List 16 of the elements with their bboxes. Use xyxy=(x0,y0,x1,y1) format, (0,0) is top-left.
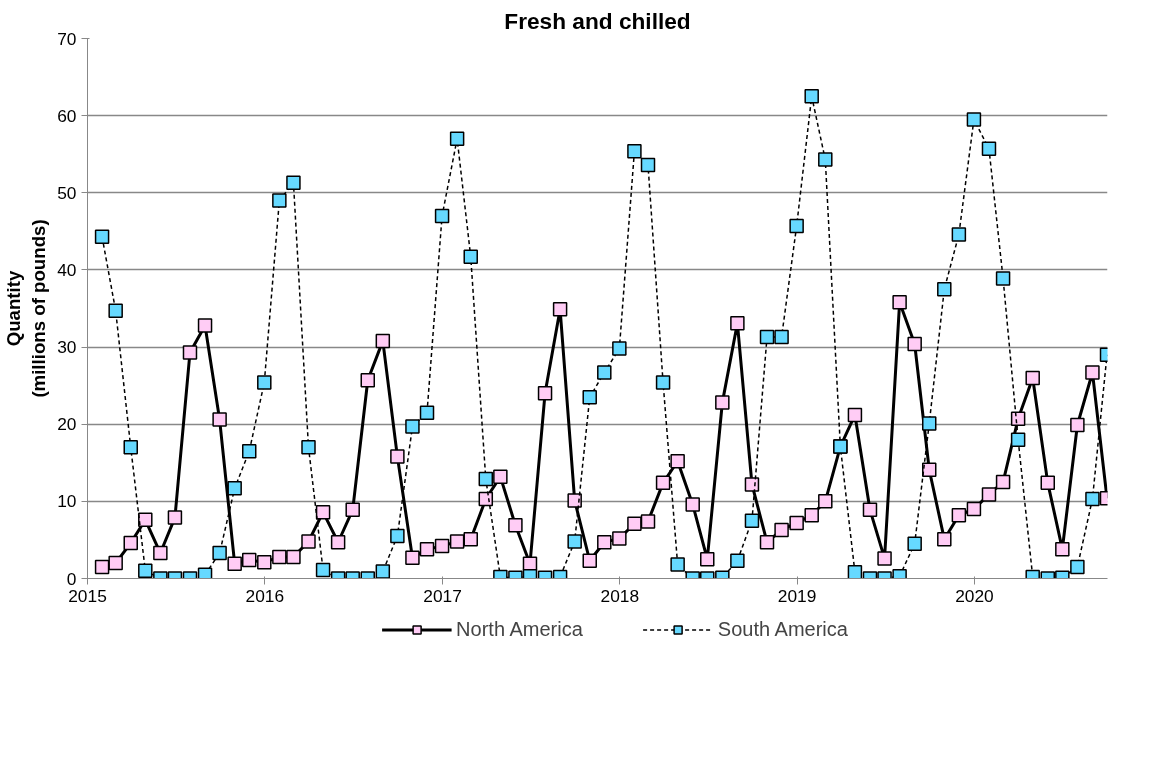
x-tick-label: 2016 xyxy=(245,585,285,606)
y-tick-label: 50 xyxy=(57,182,77,203)
y-tick-label: 30 xyxy=(57,337,77,358)
x-tick-label: 2019 xyxy=(777,585,817,606)
y-axis-title: Quantity (millions of pounds) xyxy=(3,219,50,398)
x-tick-label: 2020 xyxy=(955,585,994,606)
legend-label: North America xyxy=(456,617,583,641)
y-tick-label: 60 xyxy=(57,105,77,126)
legend-label: South America xyxy=(717,617,848,641)
x-tick-label: 2017 xyxy=(423,585,462,606)
chart-title: Fresh and chilled xyxy=(504,7,691,34)
y-tick-label: 10 xyxy=(57,491,77,512)
y-tick-label: 40 xyxy=(57,259,77,280)
y-tick-label: 70 xyxy=(57,28,77,49)
x-tick-label: 2018 xyxy=(600,585,640,606)
y-tick-label: 20 xyxy=(57,414,77,435)
